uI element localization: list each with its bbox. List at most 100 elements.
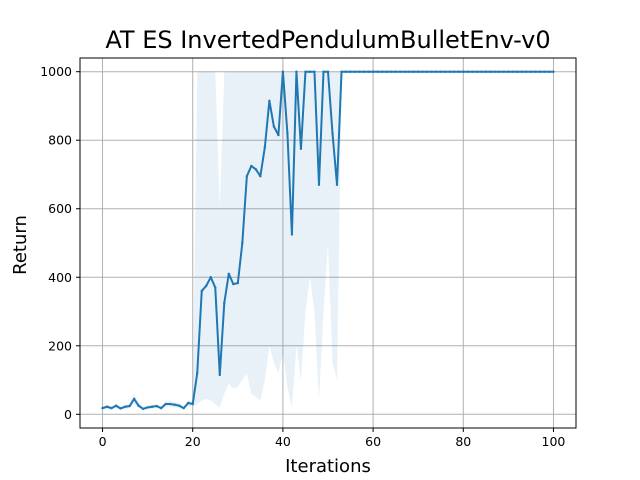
data-point bbox=[457, 70, 460, 73]
data-point bbox=[538, 70, 542, 73]
data-point bbox=[272, 125, 276, 128]
data-point bbox=[358, 70, 361, 73]
data-point bbox=[507, 70, 510, 73]
data-point bbox=[132, 397, 136, 401]
x-axis-ticks: 0 20 40 60 80 100 bbox=[99, 428, 565, 449]
data-point bbox=[105, 405, 109, 408]
data-point bbox=[385, 70, 388, 73]
data-point bbox=[466, 70, 469, 73]
data-point bbox=[123, 405, 127, 408]
data-point bbox=[173, 403, 176, 406]
y-tick-label: 0 bbox=[64, 407, 72, 422]
data-point bbox=[403, 70, 406, 73]
data-point bbox=[453, 70, 456, 73]
data-point bbox=[439, 70, 442, 73]
y-tick-label: 400 bbox=[48, 270, 72, 285]
data-point bbox=[313, 70, 316, 73]
data-point bbox=[308, 70, 312, 73]
data-point bbox=[214, 286, 217, 289]
data-point bbox=[263, 145, 267, 149]
data-point bbox=[191, 402, 194, 406]
data-point bbox=[376, 70, 379, 73]
data-point bbox=[286, 132, 289, 135]
y-tick-label: 800 bbox=[48, 133, 72, 148]
data-point bbox=[241, 241, 244, 245]
data-point bbox=[182, 406, 185, 410]
data-point bbox=[380, 70, 384, 73]
data-point bbox=[159, 406, 163, 410]
data-point bbox=[299, 147, 303, 150]
data-point bbox=[245, 174, 249, 178]
data-point bbox=[367, 70, 370, 73]
data-point bbox=[146, 406, 149, 409]
data-point bbox=[187, 401, 190, 405]
data-point bbox=[493, 70, 497, 73]
confidence-band bbox=[102, 71, 554, 411]
data-point bbox=[141, 407, 145, 411]
data-point bbox=[484, 70, 488, 73]
data-point bbox=[435, 70, 438, 73]
data-point bbox=[344, 70, 348, 73]
x-tick-label: 40 bbox=[275, 434, 291, 449]
x-tick-label: 60 bbox=[365, 434, 381, 449]
data-point bbox=[101, 406, 104, 410]
y-tick-label: 1000 bbox=[40, 64, 72, 79]
data-point bbox=[529, 70, 533, 73]
data-point bbox=[304, 70, 307, 73]
x-axis-label: Iterations bbox=[285, 456, 371, 477]
data-point bbox=[254, 168, 258, 171]
data-point bbox=[268, 99, 271, 103]
data-point bbox=[475, 70, 478, 73]
y-axis-ticks: 0 200 400 600 800 1000 bbox=[40, 64, 80, 422]
data-point bbox=[430, 70, 433, 73]
data-point bbox=[525, 70, 528, 73]
data-point bbox=[290, 233, 294, 236]
data-point bbox=[150, 405, 154, 408]
data-point bbox=[448, 70, 451, 73]
data-point bbox=[444, 70, 447, 73]
data-point bbox=[205, 284, 208, 288]
data-point bbox=[371, 70, 375, 73]
data-point bbox=[498, 70, 501, 73]
y-tick-label: 600 bbox=[48, 201, 72, 216]
data-point bbox=[480, 70, 483, 73]
data-point bbox=[331, 132, 334, 135]
data-point bbox=[394, 70, 397, 73]
data-point bbox=[119, 407, 122, 410]
data-point bbox=[155, 404, 158, 408]
data-point bbox=[178, 404, 181, 407]
data-point bbox=[398, 70, 402, 73]
data-point bbox=[502, 70, 506, 73]
data-point bbox=[489, 70, 492, 73]
data-point bbox=[462, 70, 465, 73]
plot-frame bbox=[79, 57, 577, 429]
data-point bbox=[223, 301, 226, 305]
data-point bbox=[236, 281, 240, 285]
data-point bbox=[552, 70, 555, 73]
chart-title: AT ES InvertedPendulumBulletEnv-v0 bbox=[105, 26, 550, 54]
data-point bbox=[416, 70, 420, 73]
series-line-group bbox=[101, 70, 555, 411]
data-point bbox=[196, 371, 199, 375]
x-tick-label: 20 bbox=[185, 434, 201, 449]
data-point bbox=[317, 183, 321, 186]
data-point bbox=[353, 70, 357, 73]
data-point bbox=[281, 70, 285, 73]
data-point bbox=[295, 70, 298, 73]
data-point bbox=[322, 70, 325, 73]
data-point bbox=[250, 164, 253, 168]
data-point bbox=[516, 70, 519, 73]
data-point bbox=[412, 70, 415, 73]
data-point bbox=[128, 404, 131, 408]
data-point bbox=[209, 276, 212, 279]
std-band bbox=[102, 71, 554, 411]
data-point bbox=[200, 289, 203, 293]
data-point bbox=[335, 183, 339, 186]
data-point bbox=[543, 70, 546, 73]
data-point bbox=[362, 70, 366, 73]
data-point bbox=[232, 282, 235, 286]
data-point bbox=[168, 402, 172, 406]
y-axis-label: Return bbox=[10, 215, 31, 275]
data-point bbox=[547, 70, 551, 73]
data-point bbox=[218, 373, 221, 377]
